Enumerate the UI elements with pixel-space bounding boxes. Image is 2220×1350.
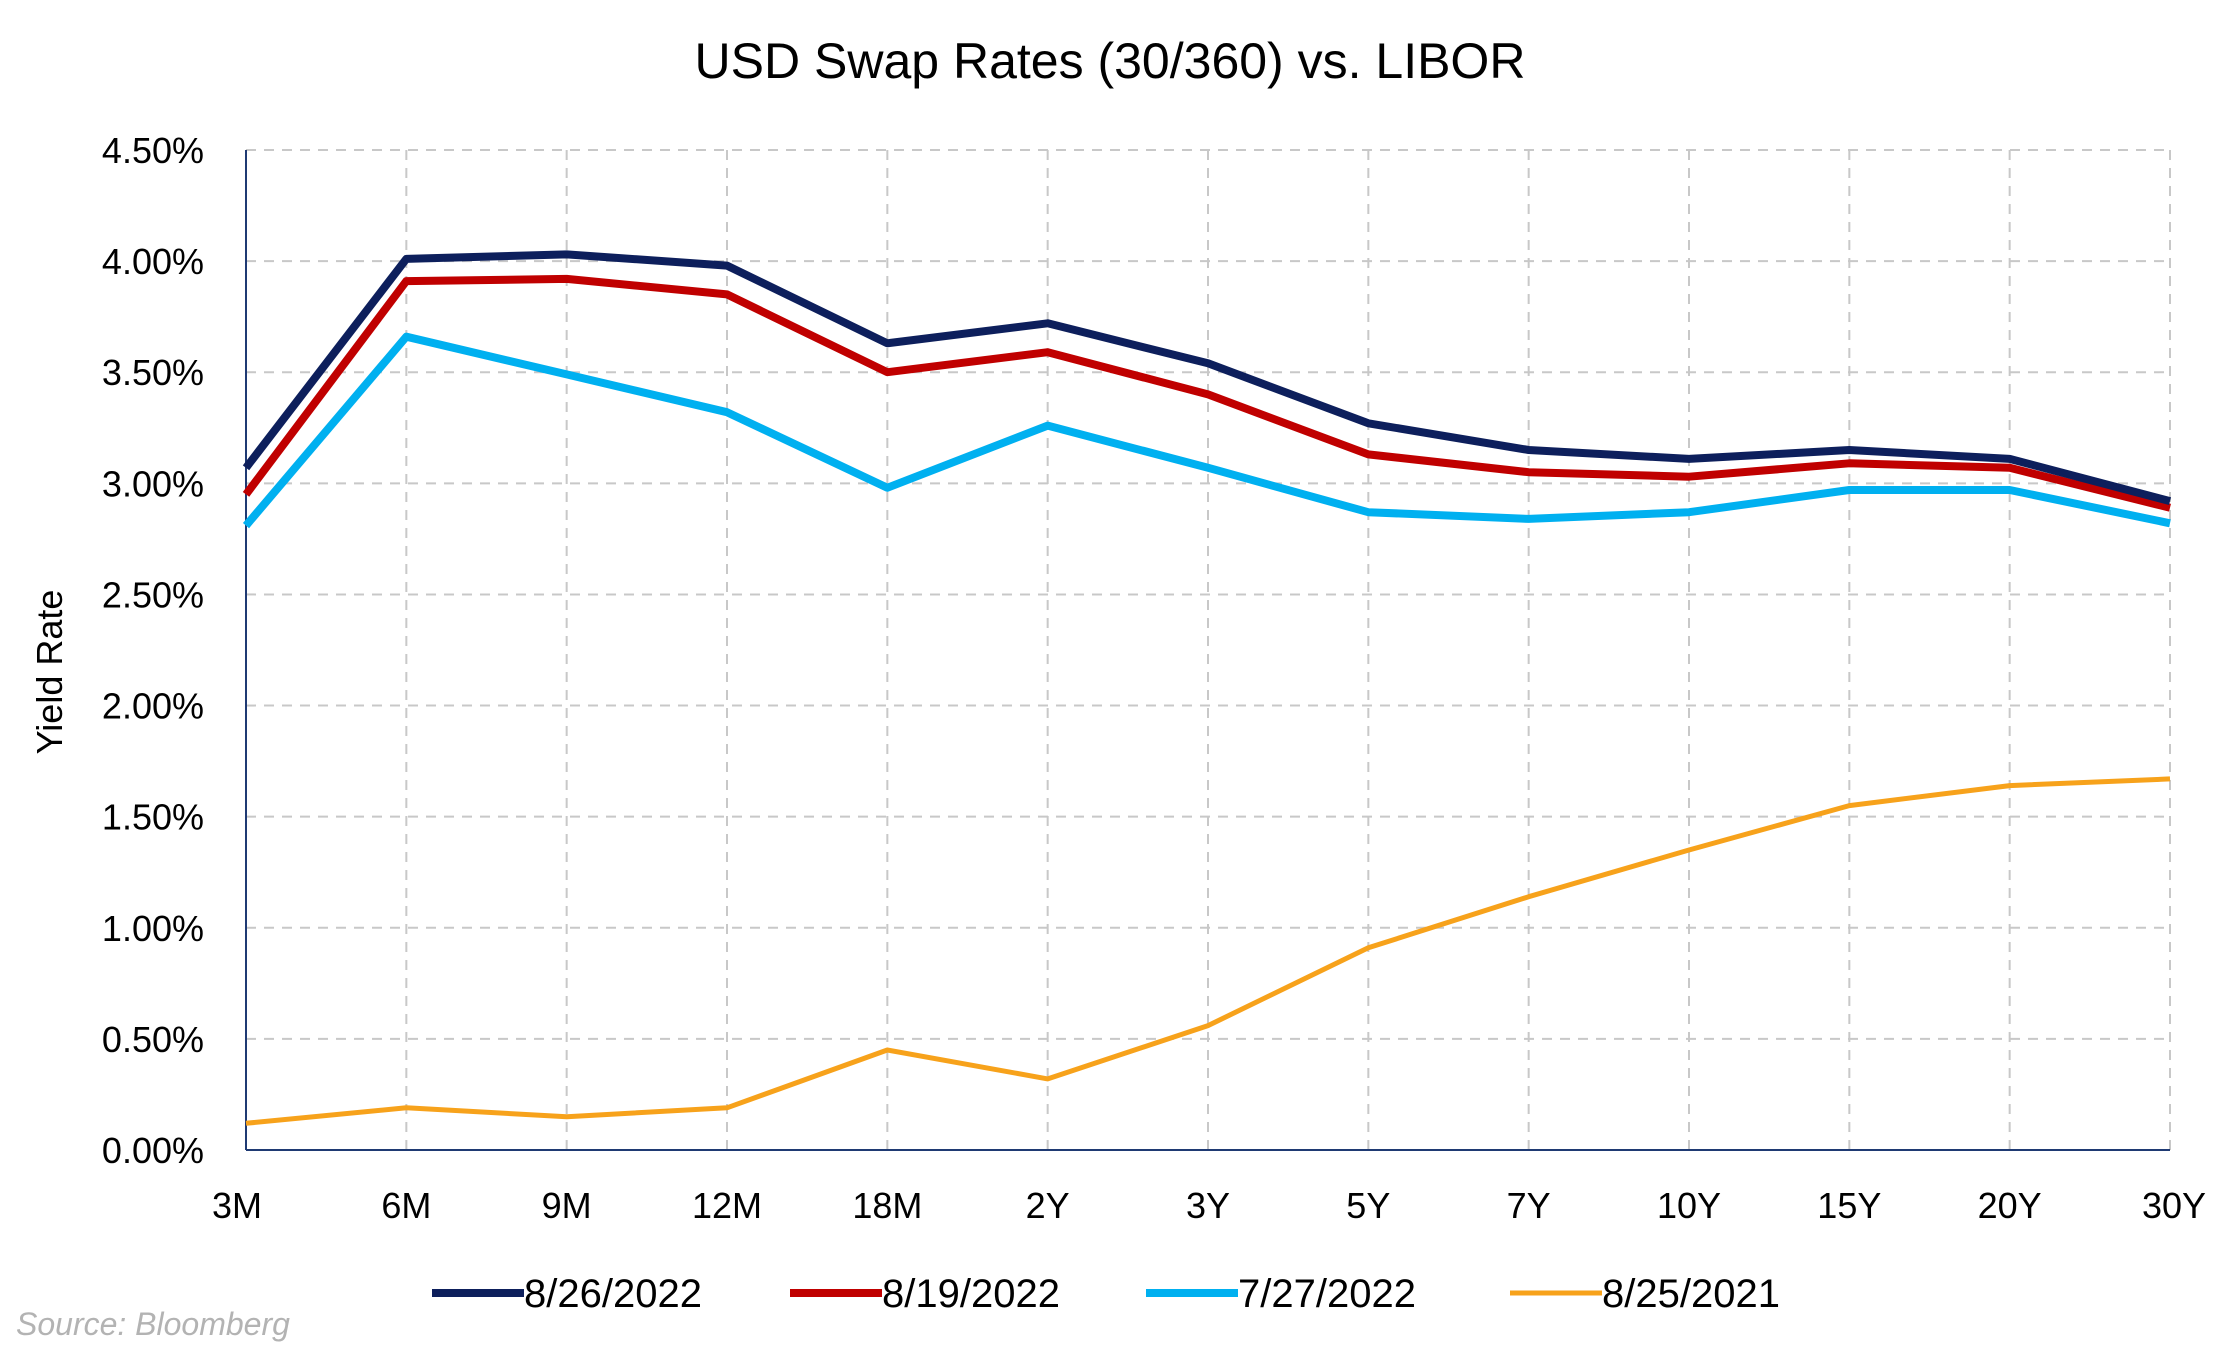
gridlines xyxy=(246,149,2171,1150)
x-tick-label: 5Y xyxy=(1346,1185,1390,1226)
x-tick-label: 7Y xyxy=(1507,1185,1551,1226)
x-tick-label: 18M xyxy=(852,1185,922,1226)
y-tick-label: 2.00% xyxy=(102,686,204,727)
y-tick-label: 3.00% xyxy=(102,463,204,504)
x-tick-label: 12M xyxy=(692,1185,762,1226)
y-tick-label: 0.00% xyxy=(102,1130,204,1171)
x-tick-label: 9M xyxy=(542,1185,592,1226)
legend: 8/26/2022 8/19/2022 7/27/2022 8/25/2021 xyxy=(432,1272,1780,1316)
x-tick-label: 15Y xyxy=(1817,1185,1881,1226)
y-tick-label: 0.50% xyxy=(102,1019,204,1060)
chart-title: USD Swap Rates (30/360) vs. LIBOR xyxy=(694,33,1526,89)
axes xyxy=(245,150,2170,1151)
x-tick-label: 30Y xyxy=(2142,1185,2206,1226)
x-tick-label: 6M xyxy=(381,1185,431,1226)
series-lines xyxy=(242,250,2172,1126)
x-tick-label: 3Y xyxy=(1186,1185,1230,1226)
y-tick-label: 1.00% xyxy=(102,908,204,949)
series-line-1 xyxy=(242,250,2172,505)
x-tick-labels: 3M 6M 9M 12M 18M 2Y 3Y 5Y 7Y 10Y 15Y 20Y 30Y xyxy=(212,1185,2206,1226)
series-line-2 xyxy=(242,274,2171,512)
y-tick-label: 4.50% xyxy=(102,130,204,171)
source-note: Source: Bloomberg xyxy=(16,1306,290,1342)
y-tick-label: 4.00% xyxy=(102,241,204,282)
x-tick-label: 20Y xyxy=(1978,1185,2042,1226)
legend-label-3: 7/27/2022 xyxy=(1238,1272,1416,1316)
x-tick-label: 2Y xyxy=(1026,1185,1070,1226)
x-tick-label: 3M xyxy=(212,1185,262,1226)
legend-label-4: 8/25/2021 xyxy=(1602,1272,1780,1316)
series-line-4 xyxy=(245,776,2171,1126)
y-tick-label: 3.50% xyxy=(102,352,204,393)
y-tick-label: 2.50% xyxy=(102,574,204,615)
legend-label-1: 8/26/2022 xyxy=(524,1272,702,1316)
y-tick-label: 1.50% xyxy=(102,797,204,838)
legend-label-2: 8/19/2022 xyxy=(882,1272,1060,1316)
y-axis-title: Yield Rate xyxy=(29,590,70,755)
series-line-3 xyxy=(242,332,2171,529)
x-tick-label: 10Y xyxy=(1657,1185,1721,1226)
y-tick-labels: 0.00% 0.50% 1.00% 1.50% 2.00% 2.50% 3.00% 3.50%… xyxy=(102,130,204,1171)
